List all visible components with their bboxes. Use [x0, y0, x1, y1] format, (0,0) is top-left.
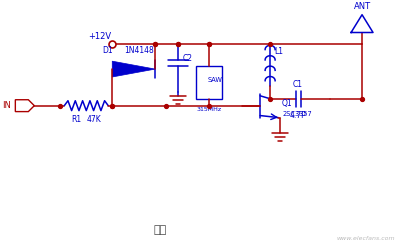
Text: 47K: 47K [87, 115, 102, 123]
Text: SAW: SAW [207, 77, 222, 83]
Text: D1: D1 [102, 46, 112, 55]
Text: www.elecfans.com: www.elecfans.com [336, 236, 394, 241]
Text: C2: C2 [182, 54, 192, 63]
Text: IN: IN [2, 101, 11, 110]
Text: C1: C1 [292, 80, 302, 89]
Polygon shape [112, 61, 155, 77]
Text: L1: L1 [273, 47, 282, 56]
Bar [196, 66, 222, 99]
Text: Q1: Q1 [281, 99, 292, 108]
Text: +12V: +12V [88, 33, 111, 41]
Text: R1: R1 [71, 115, 81, 123]
Text: 图二: 图二 [153, 225, 166, 235]
Text: 1N4148: 1N4148 [123, 46, 153, 55]
Text: ANT: ANT [353, 2, 370, 11]
Text: 4.7P: 4.7P [289, 111, 306, 120]
Text: 2SC3357: 2SC3357 [281, 111, 311, 117]
Text: 315MHz: 315MHz [196, 107, 221, 112]
